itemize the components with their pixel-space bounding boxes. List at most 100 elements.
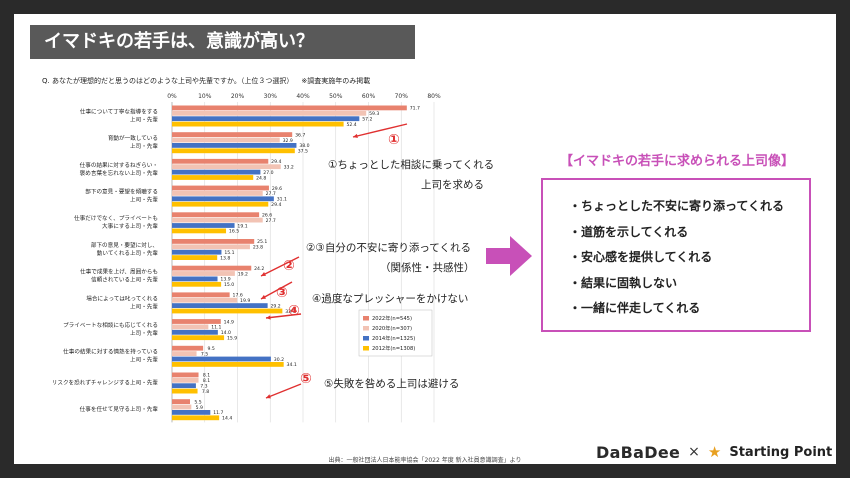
data-label: 52.4	[346, 122, 356, 128]
annotation-num-2: ②	[283, 258, 295, 274]
category-label: 上司・先輩	[130, 329, 158, 337]
data-label: 57.2	[362, 117, 372, 123]
bar	[172, 362, 284, 367]
bar	[172, 121, 344, 127]
survey-question: Q. あなたが理想的だと思うのはどのような上司や先輩ですか。（上位３つ選択） ※調…	[42, 76, 370, 86]
data-label: 15.9	[227, 336, 237, 342]
bar	[172, 388, 198, 394]
red-arrow	[260, 256, 300, 277]
x-tick-label: 10%	[198, 93, 212, 100]
bar	[172, 212, 260, 218]
data-label: 24.8	[256, 175, 266, 181]
data-label: 31.1	[277, 197, 287, 203]
data-label: 24.2	[254, 266, 264, 272]
data-label: 5.5	[194, 399, 201, 405]
bar	[172, 110, 367, 116]
legend-swatch	[363, 326, 369, 331]
annotation-23-line1: ②③自分の不安に寄り添ってくれる	[306, 242, 471, 254]
legend-swatch	[363, 316, 369, 321]
data-label: 9.5	[207, 346, 214, 352]
x-tick-label: 20%	[231, 93, 245, 100]
x-tick-label: 40%	[296, 93, 310, 100]
data-label: 29.2	[271, 303, 281, 309]
bar	[172, 223, 235, 228]
bar	[172, 399, 191, 404]
category-label: 仕事について丁寧な指導をする	[80, 107, 158, 115]
legend-label: 2020年(n=307)	[372, 324, 412, 332]
panel-title: 【イマドキの若手に求められる上司像】	[559, 154, 794, 169]
x-tick-label: 60%	[362, 93, 376, 100]
data-label: 15.0	[224, 282, 234, 288]
data-label: 13.9	[220, 277, 230, 283]
red-arrowhead	[261, 272, 266, 276]
data-label: 29.6	[272, 186, 282, 192]
data-label: 29.4	[271, 159, 281, 165]
bar	[172, 217, 263, 223]
bar	[172, 410, 211, 415]
category-label: 上司・先輩	[130, 142, 158, 150]
bar	[172, 383, 196, 389]
bar	[172, 116, 360, 122]
bar	[172, 404, 192, 410]
bar	[172, 356, 271, 362]
data-label: 33.2	[284, 165, 294, 171]
x-tick-label: 50%	[329, 93, 343, 100]
category-label: 仕事を任せて見守る上司・先輩	[80, 405, 159, 413]
category-label: 上司・先輩	[130, 302, 158, 310]
data-label: 71.7	[410, 106, 420, 112]
data-label: 14.4	[222, 416, 232, 422]
starting-point-logo: Starting Point	[729, 444, 833, 460]
bar	[172, 276, 218, 282]
bar	[172, 191, 263, 196]
x-tick-label: 30%	[264, 93, 278, 100]
bar	[172, 297, 238, 303]
category-label: 部下の意見・要望に対し、	[91, 241, 158, 249]
data-label: 19.1	[237, 223, 247, 229]
panel-item: ・ちょっとした不安に寄り添ってくれる	[569, 199, 785, 213]
bar	[172, 329, 218, 335]
slide-title: イマドキの若手は、意識が高い？	[30, 25, 415, 59]
category-label: 信頼されている上司・先輩	[91, 276, 158, 284]
bar	[172, 249, 222, 255]
annotation-5-text: ⑤失敗を咎める上司は避ける	[324, 378, 460, 390]
source-note: 出典：一般社団法人日本能率協会「2022 年度 新入社員意識調査」より	[328, 457, 522, 464]
data-label: 25.1	[257, 239, 267, 245]
cross-mark: ×	[688, 444, 700, 460]
bar-chart: 0% 10% 20% 30% 40% 50% 60% 70% 80% 71.7 59.357.2 52…	[52, 93, 441, 423]
bar	[172, 271, 235, 276]
x-tick-label: 70%	[395, 93, 409, 100]
data-label: 37.5	[298, 149, 308, 155]
category-label: 仕事の結果に対する情熱を持っている	[63, 348, 158, 356]
x-tick-label: 80%	[427, 93, 441, 100]
right-arrow-icon	[486, 236, 532, 276]
data-label: 11.7	[213, 410, 223, 416]
footer-logos: DaBaDee × ★ Starting Point	[596, 441, 836, 463]
bar	[172, 228, 227, 234]
legend-label: 2022年(n=545)	[372, 314, 412, 322]
legend-label: 2014年(n=1325)	[372, 334, 415, 342]
star-icon: ★	[707, 443, 722, 461]
category-label: 上司・先輩	[130, 115, 158, 123]
annotation-4-text: ④過度なプレッシャーをかけない	[312, 293, 469, 305]
category-label: 部下の意見・要望を傾聴する	[85, 187, 158, 195]
bar	[172, 158, 269, 164]
data-label: 5.9	[196, 405, 203, 411]
bar	[172, 335, 225, 341]
data-label: 7.3	[200, 384, 207, 390]
category-label: 褒め言葉を忘れない上司・先輩	[80, 169, 159, 177]
data-label: 7.8	[202, 389, 209, 395]
data-label: 19.2	[238, 271, 248, 277]
data-label: 29.4	[271, 202, 281, 208]
bar	[172, 281, 222, 287]
bar	[172, 351, 197, 356]
red-arrowhead	[266, 394, 271, 399]
data-label: 14.0	[221, 330, 231, 336]
panel-item: ・結果に固執しない	[569, 275, 678, 290]
data-label: 19.9	[240, 298, 250, 304]
x-tick-label: 0%	[167, 93, 177, 100]
data-label: 34.1	[287, 362, 297, 368]
legend-box	[358, 309, 433, 357]
data-label: 33.7	[285, 309, 295, 315]
panel-item: ・一緒に伴走してくれる	[569, 301, 701, 315]
category-label: 上司・先輩	[130, 356, 158, 364]
